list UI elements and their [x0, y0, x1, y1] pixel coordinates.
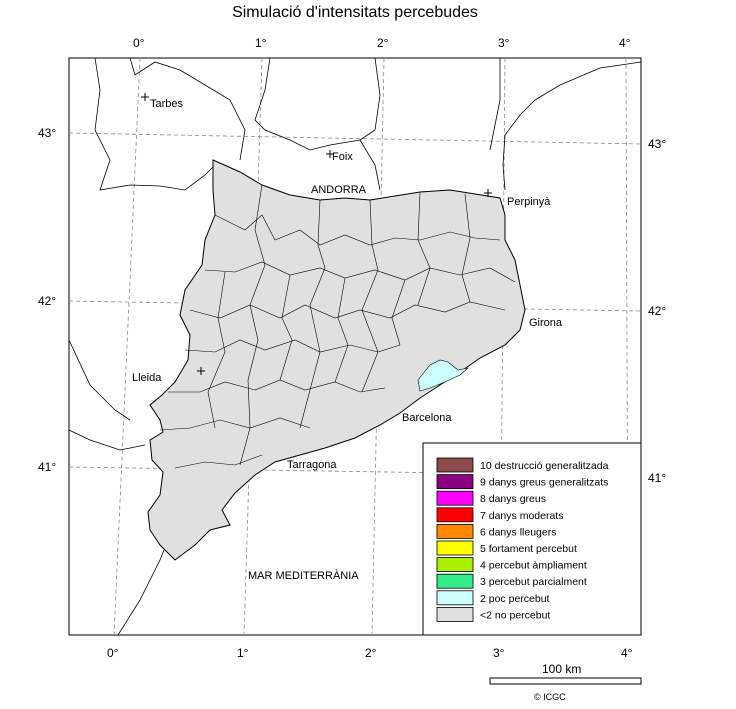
legend: 10 destrucció generalitzada 9 danys greus…: [422, 442, 642, 636]
top-tick-2: 2°: [377, 36, 389, 50]
bottom-tick-2: 2°: [365, 646, 377, 660]
legend-swatch-3: [436, 507, 474, 523]
legend-swatch-7: [436, 573, 474, 589]
meridian-0: [113, 57, 141, 636]
top-tick-1: 1°: [255, 36, 267, 50]
right-tick-41: 41°: [648, 471, 666, 485]
label-foix: Foix: [332, 151, 353, 163]
bottom-tick-4: 4°: [621, 646, 633, 660]
label-tarbes: Tarbes: [150, 98, 184, 110]
legend-swatch-0: [436, 457, 474, 473]
catalonia-region: [147, 159, 526, 561]
scale-bar-rect: [489, 677, 642, 685]
top-tick-4: 4°: [619, 36, 631, 50]
perpinya-marker: [484, 189, 492, 197]
legend-swatch-6: [436, 557, 474, 572]
legend-label-3: 7 danys moderats: [480, 510, 563, 522]
map-title: Simulació d'intensitats percebudes: [232, 4, 478, 21]
legend-label-6: 4 percebut àmpliament: [480, 560, 587, 572]
legend-swatch-1: [436, 474, 474, 490]
tarbes-marker: [141, 93, 149, 101]
label-tarragona: Tarragona: [287, 459, 337, 471]
top-tick-3: 3°: [498, 36, 510, 50]
parallel-43: [68, 132, 642, 145]
right-tick-43: 43°: [648, 137, 666, 151]
legend-swatch-9: [436, 607, 474, 622]
bottom-tick-0: 0°: [107, 646, 119, 660]
parallel-42: [68, 300, 642, 312]
legend-label-1: 9 danys greus generalitzats: [480, 477, 608, 489]
city-markers: [141, 93, 492, 375]
legend-swatch-8: [436, 590, 474, 606]
lleida-marker: [197, 367, 205, 375]
left-tick-41: 41°: [38, 460, 56, 474]
top-tick-0: 0°: [133, 36, 145, 50]
legend-swatch-4: [436, 524, 474, 539]
legend-label-7: 3 percebut parcialment: [480, 576, 587, 588]
label-perpinya: Perpinyà: [507, 196, 551, 208]
intensity-2-area: [417, 359, 470, 392]
label-girona: Girona: [529, 317, 563, 329]
legend-label-4: 6 danys lleugers: [480, 526, 556, 538]
comarca-borders: [159, 184, 516, 469]
bottom-tick-3: 3°: [493, 646, 505, 660]
left-tick-42: 42°: [38, 294, 56, 308]
label-barcelona: Barcelona: [402, 412, 452, 424]
foix-marker: [326, 150, 334, 158]
legend-swatch-5: [436, 540, 474, 556]
scale-label: 100 km: [542, 662, 581, 676]
legend-label-0: 10 destrucció generalitzada: [480, 460, 609, 472]
right-tick-42: 42°: [648, 304, 666, 318]
label-andorra: ANDORRA: [311, 184, 367, 196]
label-lleida: Lleida: [132, 372, 162, 384]
legend-label-5: 5 fortament percebut: [480, 543, 577, 555]
meridian-4: [625, 57, 629, 636]
legend-label-8: 2 poc percebut: [480, 593, 550, 605]
credit-text: © ICGC: [534, 692, 566, 702]
label-sea: MAR MEDITERRÀNIA: [248, 569, 359, 582]
legend-label-9: <2 no percebut: [480, 609, 550, 621]
bottom-tick-1: 1°: [237, 646, 249, 660]
left-tick-43: 43°: [38, 126, 56, 140]
scale-bar: 100 km © ICGC: [489, 662, 642, 702]
legend-swatch-2: [436, 490, 474, 506]
legend-label-2: 8 danys greus: [480, 493, 546, 505]
neighbor-borders: [68, 57, 642, 636]
